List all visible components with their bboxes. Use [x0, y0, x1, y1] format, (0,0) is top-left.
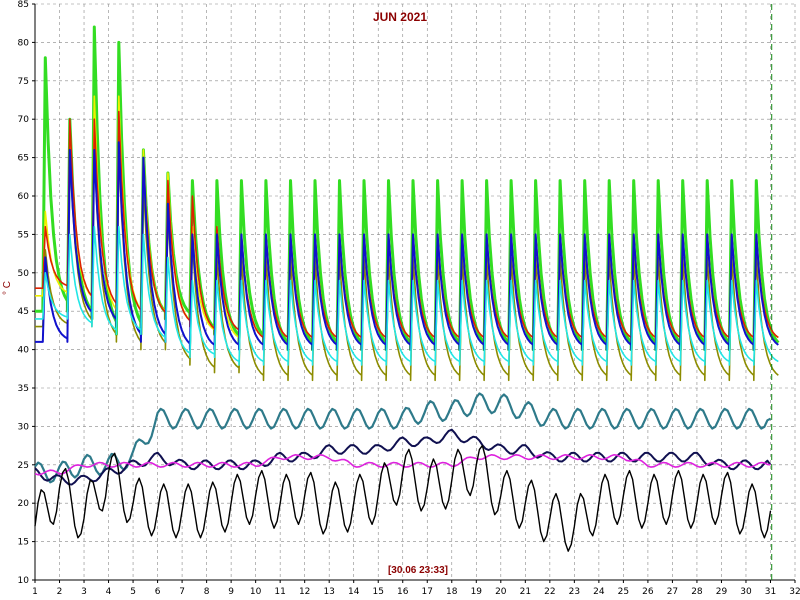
y-tick-label-30: 30 — [18, 422, 30, 432]
y-tick-label-55: 55 — [18, 230, 29, 240]
x-tick-label-22: 22 — [544, 587, 555, 597]
x-tick-label-31: 31 — [765, 587, 776, 597]
y-tick-label-70: 70 — [18, 115, 30, 125]
x-tick-label-2: 2 — [57, 587, 63, 597]
y-tick-label-65: 65 — [18, 154, 29, 164]
series-layer — [34, 25, 780, 552]
x-tick-label-28: 28 — [691, 587, 703, 597]
x-tick-label-14: 14 — [348, 587, 360, 597]
x-tick-label-15: 15 — [372, 587, 383, 597]
y-tick-label-20: 20 — [18, 499, 30, 509]
x-tick-label-5: 5 — [130, 587, 136, 597]
y-tick-label-75: 75 — [18, 77, 29, 87]
x-tick-label-24: 24 — [593, 587, 605, 597]
x-tick-label-7: 7 — [179, 587, 185, 597]
x-tick-label-12: 12 — [299, 587, 310, 597]
series-line-black — [34, 444, 772, 552]
y-tick-label-50: 50 — [18, 269, 30, 279]
y-tick-label-45: 45 — [18, 307, 29, 317]
x-tick-label-3: 3 — [81, 587, 87, 597]
x-tick-label-8: 8 — [204, 587, 210, 597]
x-tick-label-19: 19 — [471, 587, 483, 597]
series-line-cyan — [35, 225, 779, 366]
y-axis-label: ° C — [2, 281, 13, 295]
x-tick-label-18: 18 — [446, 587, 458, 597]
y-tick-label-80: 80 — [18, 38, 30, 48]
series-line-teal — [34, 392, 772, 484]
x-tick-label-21: 21 — [520, 587, 531, 597]
y-tick-label-40: 40 — [18, 346, 30, 356]
x-tick-label-13: 13 — [323, 587, 334, 597]
y-tick-label-15: 15 — [18, 538, 29, 548]
x-tick-label-10: 10 — [250, 587, 262, 597]
series-line-navy — [34, 428, 772, 486]
x-tick-label-25: 25 — [618, 587, 629, 597]
x-tick-label-23: 23 — [569, 587, 580, 597]
y-tick-label-35: 35 — [18, 384, 29, 394]
y-tick-label-10: 10 — [18, 576, 30, 586]
x-tick-label-11: 11 — [274, 587, 285, 597]
x-tick-label-9: 9 — [228, 587, 234, 597]
timestamp-label: [30.06 23:33] — [388, 565, 448, 576]
x-tick-label-20: 20 — [495, 587, 507, 597]
x-tick-label-4: 4 — [106, 587, 112, 597]
chart-title: JUN 2021 — [373, 10, 427, 24]
y-tick-label-60: 60 — [18, 192, 30, 202]
x-tick-label-1: 1 — [32, 587, 38, 597]
x-tick-label-27: 27 — [667, 587, 678, 597]
x-tick-label-17: 17 — [422, 587, 433, 597]
x-tick-label-16: 16 — [397, 587, 409, 597]
x-tick-label-32: 32 — [789, 587, 800, 597]
x-tick-label-30: 30 — [740, 587, 752, 597]
y-tick-label-85: 85 — [18, 0, 29, 10]
x-tick-label-26: 26 — [642, 587, 654, 597]
x-tick-label-29: 29 — [716, 587, 728, 597]
y-tick-label-25: 25 — [18, 461, 29, 471]
x-tick-label-6: 6 — [155, 587, 161, 597]
series-line-magenta — [34, 454, 771, 476]
